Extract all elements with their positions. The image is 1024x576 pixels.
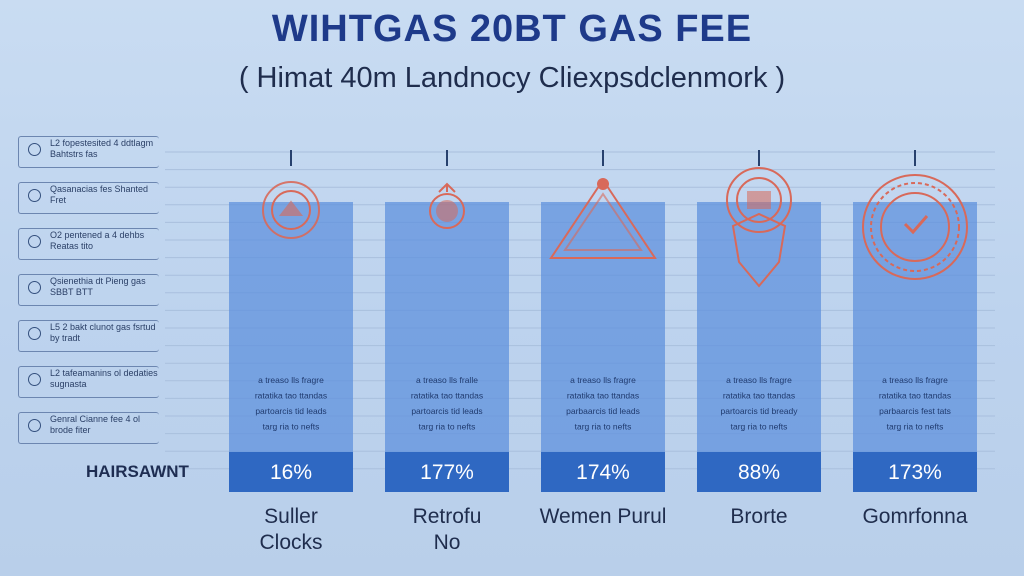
value-band	[541, 452, 665, 492]
chart-subtitle: ( Himat 40m Landnocy Cliexpsdclenmork )	[238, 62, 786, 94]
value-band	[697, 452, 821, 492]
value-band	[385, 452, 509, 492]
value-label: 174%	[576, 461, 630, 484]
stacked-gem-icon	[726, 167, 792, 288]
legend-item: Qsienethia dt Pieng gas SBBT BTT	[14, 272, 162, 308]
ringed-badge-icon	[262, 181, 320, 239]
bar-description: ratatika tao ttandas	[723, 391, 795, 401]
category-label-line: Gomrfonna	[862, 505, 968, 528]
bar-description: ratatika tao ttandas	[411, 391, 483, 401]
bar	[697, 202, 821, 492]
bar-description: a treaso lls fragre	[726, 375, 792, 385]
category-label-line: Clocks	[259, 531, 323, 554]
legend-text: Genral Cianne fee 4 ol brode fiter	[50, 414, 141, 435]
bar	[229, 202, 353, 492]
legend-bracket	[18, 274, 159, 306]
bar-description: targ ria to nefts	[263, 422, 320, 432]
value-label: 177%	[420, 461, 474, 484]
bar	[853, 202, 977, 492]
value-label: 16%	[270, 461, 312, 484]
bar-description: targ ria to nefts	[887, 422, 944, 432]
bar-description: ratatika tao ttandas	[567, 391, 639, 401]
category-label: Gomrfonna	[835, 504, 995, 530]
bar-description: targ ria to nefts	[575, 422, 632, 432]
legend-text: Qasanacias fes Shanted Fret	[50, 184, 149, 205]
legend-text: Qsienethia dt Pieng gas SBBT BTT	[50, 276, 146, 297]
legend-text: L2 tafeamanins ol dedaties sugnasta	[50, 368, 158, 389]
legend-marker-icon	[28, 281, 41, 294]
bar-description: a treaso lls fragre	[570, 375, 636, 385]
category-label: Brorte	[679, 504, 839, 530]
bar-description: a treaso lls fragre	[258, 375, 324, 385]
category-label: Wemen Purul	[523, 504, 683, 530]
legend-marker-icon	[28, 235, 41, 248]
category-label-line: Brorte	[730, 505, 788, 528]
legend-marker-icon	[28, 327, 41, 340]
ringed-pendant-icon	[429, 182, 465, 229]
bar-description: partoarcis tid leads	[411, 406, 482, 416]
category-label-line: Retrofu	[412, 505, 482, 528]
bar-description: a treaso lls fragre	[882, 375, 948, 385]
chart-title: WIHTGAS 20BT GAS FEE	[271, 8, 753, 50]
bar-description: ratatika tao ttandas	[255, 391, 327, 401]
legend-text: L2 fopestesited 4 ddtlagm Bahtstrs fas	[50, 138, 154, 159]
bar-description: a treaso lls fralle	[416, 375, 478, 385]
category-label-line: Suller	[264, 505, 318, 528]
legend-text: L5 2 bakt clunot gas fsrtud by tradt	[50, 322, 156, 343]
value-label: 173%	[888, 461, 942, 484]
bar-description: partoarcis tid bready	[720, 406, 798, 416]
triangle-gem-icon	[549, 178, 657, 259]
row-label: HAIRSAWNT	[86, 462, 189, 481]
legend-bracket	[18, 366, 159, 398]
bar-description: targ ria to nefts	[731, 422, 788, 432]
legend-item: Qasanacias fes Shanted Fret	[14, 180, 162, 216]
legend-item: Genral Cianne fee 4 ol brode fiter	[14, 410, 162, 446]
legend-bracket	[18, 320, 159, 352]
legend-text: O2 pentened a 4 dehbs Reatas tito	[50, 230, 145, 251]
category-label: Suller Clocks	[211, 504, 371, 556]
value-label: 88%	[738, 461, 780, 484]
bar-description: targ ria to nefts	[419, 422, 476, 432]
legend-item: L2 tafeamanins ol dedaties sugnasta	[14, 364, 162, 400]
bar-description: partoarcis tid leads	[255, 406, 326, 416]
category-label-line: No	[433, 531, 461, 554]
legend-bracket	[18, 136, 159, 168]
legend-marker-icon	[28, 419, 41, 432]
category-label-line: Wemen Purul	[539, 505, 667, 528]
value-band	[853, 452, 977, 492]
value-band	[229, 452, 353, 492]
legend-marker-icon	[28, 143, 41, 156]
bar-description: ratatika tao ttandas	[879, 391, 951, 401]
legend-item: O2 pentened a 4 dehbs Reatas tito	[14, 226, 162, 262]
bar-description: parbaarcis tid leads	[566, 406, 640, 416]
legend-item: L2 fopestesited 4 ddtlagm Bahtstrs fas	[14, 134, 162, 170]
legend-bracket	[18, 412, 159, 444]
legend-item: L5 2 bakt clunot gas fsrtud by tradt	[14, 318, 162, 354]
legend-marker-icon	[28, 189, 41, 202]
bar-description: parbaarcis fest tats	[879, 406, 951, 416]
category-label: Retrofu No	[367, 504, 527, 556]
ornate-check-medallion-icon	[862, 174, 968, 280]
bar	[385, 202, 509, 492]
legend-bracket	[18, 182, 159, 214]
legend-marker-icon	[28, 373, 41, 386]
legend-bracket	[18, 228, 159, 260]
